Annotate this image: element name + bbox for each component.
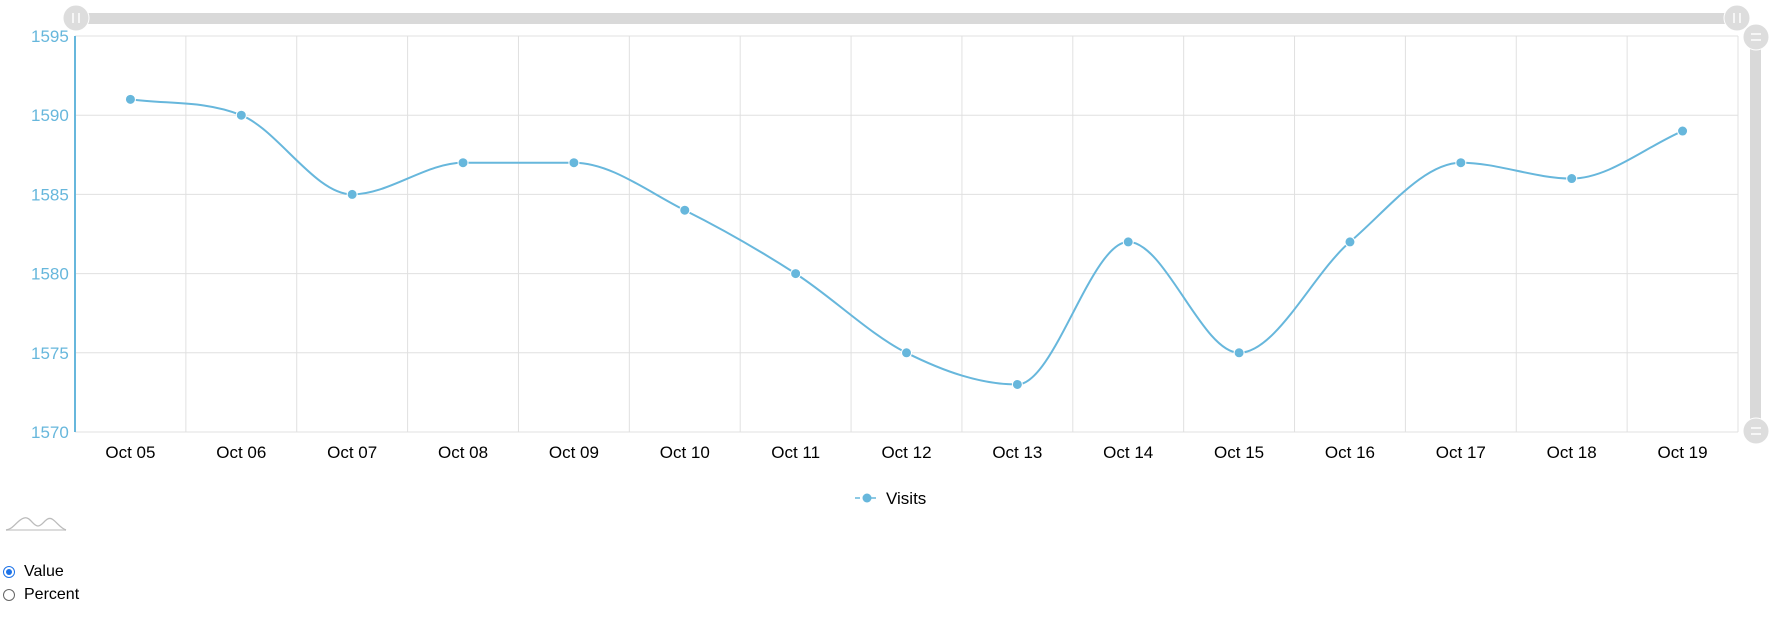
series-line-visits	[130, 98, 1683, 386]
radio-option-percent[interactable]: Percent	[3, 583, 79, 606]
y-tick-label: 1590	[31, 106, 69, 125]
scrollbar-end-grip[interactable]	[1723, 4, 1751, 32]
data-point[interactable]	[790, 268, 802, 280]
x-tick-label: Oct 12	[881, 443, 931, 462]
radio-label-percent: Percent	[24, 585, 80, 603]
data-point[interactable]	[1566, 173, 1578, 185]
data-point[interactable]	[1233, 347, 1245, 359]
x-tick-label: Oct 14	[1103, 443, 1153, 462]
x-tick-label: Oct 10	[660, 443, 710, 462]
x-tick-label: Oct 18	[1547, 443, 1597, 462]
grid	[74, 35, 1739, 433]
data-point[interactable]	[1677, 125, 1689, 137]
data-point[interactable]	[1011, 378, 1023, 390]
x-axis: Oct 05 Oct 06 Oct 07 Oct 08 Oct 09 Oct 10 Oct …	[105, 443, 1707, 462]
data-point[interactable]	[679, 204, 691, 216]
value-mode-radio-group: Value Percent	[3, 560, 79, 606]
scrollbar-start-grip[interactable]	[62, 4, 90, 32]
chart-preview-icon[interactable]	[5, 517, 67, 531]
y-tick-label: 1595	[31, 27, 69, 46]
data-point[interactable]	[1122, 236, 1134, 248]
x-tick-label: Oct 06	[216, 443, 266, 462]
radio-option-value[interactable]: Value	[3, 560, 79, 583]
y-tick-label: 1580	[31, 265, 69, 284]
x-tick-label: Oct 08	[438, 443, 488, 462]
legend[interactable]: Visits	[855, 489, 926, 508]
y-tick-label: 1570	[31, 423, 69, 442]
vertical-scrollbar-track[interactable]	[1750, 36, 1761, 432]
data-point[interactable]	[568, 157, 580, 169]
y-tick-label: 1575	[31, 344, 69, 363]
legend-label-visits[interactable]: Visits	[886, 489, 926, 508]
data-point[interactable]	[457, 157, 469, 169]
radio-button-value[interactable]	[3, 565, 15, 578]
data-point[interactable]	[901, 347, 912, 359]
horizontal-scrollbar-track[interactable]	[75, 13, 1738, 24]
plot-series	[124, 93, 1689, 390]
scrollbar-top-grip[interactable]	[1742, 23, 1770, 51]
x-tick-label: Oct 17	[1436, 443, 1486, 462]
vertical-scrollbar[interactable]	[1742, 23, 1770, 445]
x-tick-label: Oct 11	[771, 443, 820, 462]
x-tick-label: Oct 13	[992, 443, 1042, 462]
legend-marker-dot	[862, 493, 872, 503]
x-tick-label: Oct 05	[105, 443, 155, 462]
radio-button-percent[interactable]	[3, 588, 15, 601]
data-point[interactable]	[235, 109, 247, 121]
x-tick-label: Oct 07	[327, 443, 377, 462]
horizontal-scrollbar[interactable]	[62, 4, 1751, 32]
x-tick-label: Oct 16	[1325, 443, 1375, 462]
data-point[interactable]	[1344, 236, 1356, 248]
x-tick-label: Oct 09	[549, 443, 599, 462]
radio-label-value: Value	[24, 562, 64, 580]
y-axis: 1570 1575 1580 1585 1590 1595	[31, 27, 76, 442]
data-point[interactable]	[346, 188, 358, 200]
data-point[interactable]	[1455, 157, 1467, 169]
data-point[interactable]	[124, 93, 136, 105]
y-tick-label: 1585	[31, 185, 69, 204]
x-tick-label: Oct 15	[1214, 443, 1264, 462]
x-tick-label: Oct 19	[1658, 443, 1708, 462]
scrollbar-bottom-grip[interactable]	[1742, 417, 1770, 445]
